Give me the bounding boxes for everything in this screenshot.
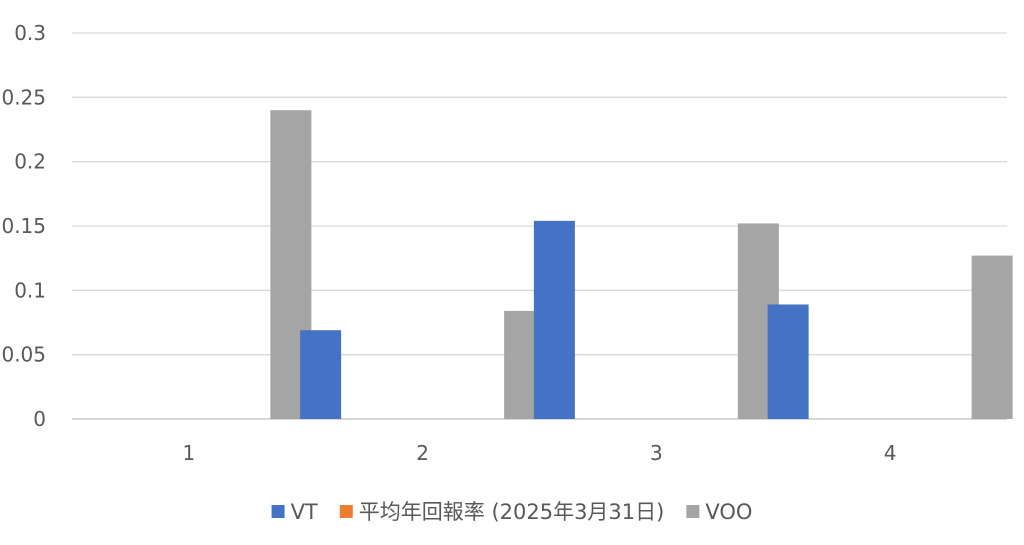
y-tick-label: 0.2 (14, 150, 46, 174)
bar-VT-4 (767, 304, 809, 419)
legend: VT 平均年回報率 (2025年3月31日) VOO (271, 500, 752, 524)
x-tick-label: 3 (650, 441, 663, 465)
legend-swatch (271, 505, 285, 518)
y-tick-label: 0.3 (14, 21, 46, 45)
legend-label: VT (291, 500, 318, 524)
x-axis: 1 2 3 4 (183, 441, 897, 465)
x-tick-label: 4 (884, 441, 897, 465)
legend-swatch (686, 505, 700, 518)
y-tick-label: 0.25 (1, 85, 46, 109)
bar-VT-2 (300, 330, 342, 419)
y-axis: 0 0.05 0.1 0.15 0.2 0.25 0.3 (1, 21, 46, 431)
bar-VT-3 (533, 220, 575, 419)
bars (270, 110, 1013, 419)
y-tick-label: 0 (33, 407, 46, 431)
y-tick-label: 0.1 (14, 278, 46, 302)
legend-label: VOO (705, 500, 752, 524)
x-tick-label: 2 (416, 441, 429, 465)
bar-VOO-4 (971, 255, 1013, 419)
y-tick-label: 0.05 (1, 343, 46, 367)
legend-label: 平均年回報率 (2025年3月31日) (359, 500, 665, 524)
x-tick-label: 1 (183, 441, 196, 465)
y-tick-label: 0.15 (1, 214, 46, 238)
legend-swatch (339, 505, 353, 518)
